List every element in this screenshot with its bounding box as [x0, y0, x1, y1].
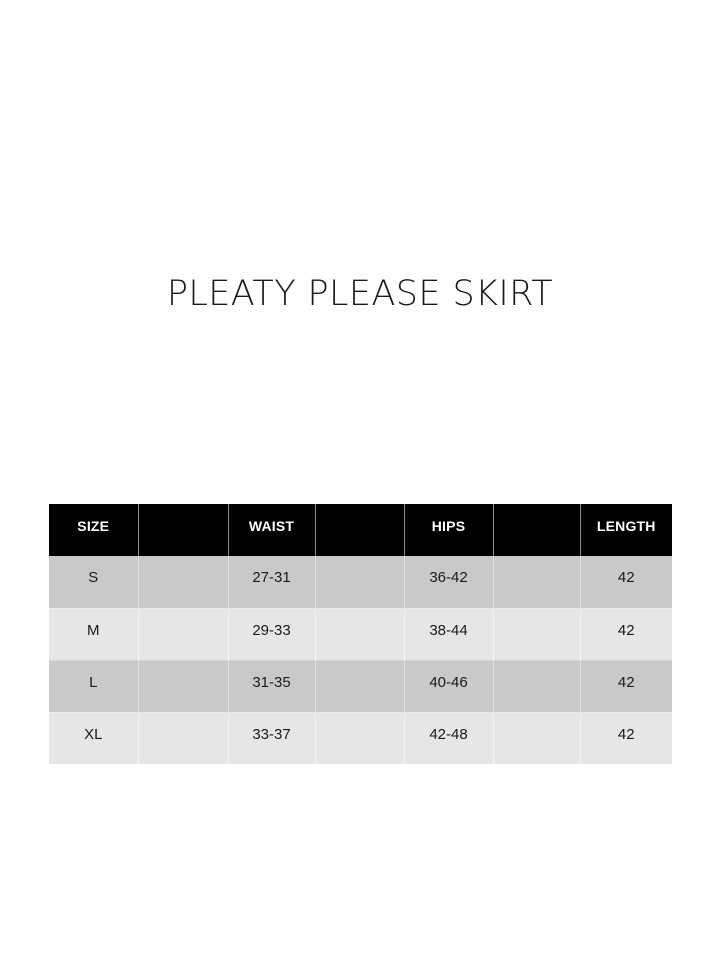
cell-length: 42 — [580, 711, 672, 764]
cell-hips: 40-46 — [404, 659, 494, 712]
cell-hips: 42-48 — [404, 711, 494, 764]
cell-size-value: L — [89, 673, 98, 691]
cell-waist: 31-35 — [228, 659, 316, 712]
cell-hips-value: 38-44 — [429, 621, 468, 639]
table-row: L 31-35 40-46 — [49, 659, 672, 712]
cell-waist-value: 29-33 — [252, 621, 291, 639]
cell-size: L — [49, 659, 139, 712]
column-header-spacer-2 — [315, 504, 405, 556]
page-title: PLEATY PLEASE SKIRT — [166, 274, 554, 314]
cell-hips-value: 40-46 — [429, 673, 468, 691]
column-header-spacer-3 — [493, 504, 581, 556]
cell-spacer-3 — [493, 659, 581, 712]
cell-length: 42 — [580, 659, 672, 712]
cell-hips-value: 36-42 — [429, 569, 468, 586]
cell-spacer-3 — [493, 556, 581, 608]
size-chart-table: SIZE WAIST HIPS — [49, 504, 672, 764]
cell-size-value: XL — [84, 725, 103, 743]
cell-spacer-1 — [138, 659, 229, 712]
cell-spacer-1 — [138, 711, 229, 764]
cell-waist: 29-33 — [228, 607, 316, 660]
column-header-hips-label: HIPS — [431, 518, 466, 534]
cell-waist: 27-31 — [228, 556, 316, 608]
cell-spacer-1 — [138, 607, 229, 660]
cell-spacer-2 — [315, 556, 405, 608]
cell-length-value: 42 — [617, 725, 635, 743]
cell-length: 42 — [580, 607, 672, 660]
size-chart-body: S 27-31 36-42 — [49, 556, 672, 764]
column-header-size-label: SIZE — [77, 518, 110, 534]
column-header-size: SIZE — [49, 504, 139, 556]
cell-waist-value: 33-37 — [252, 725, 291, 743]
cell-size-value: S — [88, 569, 99, 586]
cell-waist: 33-37 — [228, 711, 316, 764]
cell-size: S — [49, 556, 139, 608]
cell-length-value: 42 — [617, 673, 635, 691]
column-header-waist: WAIST — [228, 504, 316, 556]
cell-waist-value: 31-35 — [252, 673, 291, 691]
cell-hips-value: 42-48 — [429, 725, 468, 743]
table-row: M 29-33 38-44 — [49, 607, 672, 660]
cell-spacer-3 — [493, 607, 581, 660]
cell-size: M — [49, 607, 139, 660]
cell-size-value: M — [87, 621, 100, 639]
cell-length: 42 — [580, 556, 672, 608]
cell-hips: 38-44 — [404, 607, 494, 660]
cell-length-value: 42 — [617, 569, 635, 586]
cell-length-value: 42 — [617, 621, 635, 639]
column-header-hips: HIPS — [404, 504, 494, 556]
column-header-length-label: LENGTH — [596, 518, 656, 534]
cell-spacer-2 — [315, 711, 405, 764]
cell-hips: 36-42 — [404, 556, 494, 608]
column-header-spacer-1 — [138, 504, 229, 556]
cell-spacer-2 — [315, 659, 405, 712]
table-header-row: SIZE WAIST HIPS — [49, 504, 672, 556]
cell-size: XL — [49, 711, 139, 764]
cell-spacer-1 — [138, 556, 229, 608]
cell-spacer-2 — [315, 607, 405, 660]
column-header-waist-label: WAIST — [248, 518, 295, 534]
column-header-length: LENGTH — [580, 504, 672, 556]
cell-spacer-3 — [493, 711, 581, 764]
cell-waist-value: 27-31 — [252, 569, 291, 586]
size-chart-container: SIZE WAIST HIPS — [49, 504, 672, 764]
size-chart-head: SIZE WAIST HIPS — [49, 504, 672, 556]
table-row: XL 33-37 42-48 — [49, 711, 672, 764]
table-row: S 27-31 36-42 — [49, 556, 672, 608]
